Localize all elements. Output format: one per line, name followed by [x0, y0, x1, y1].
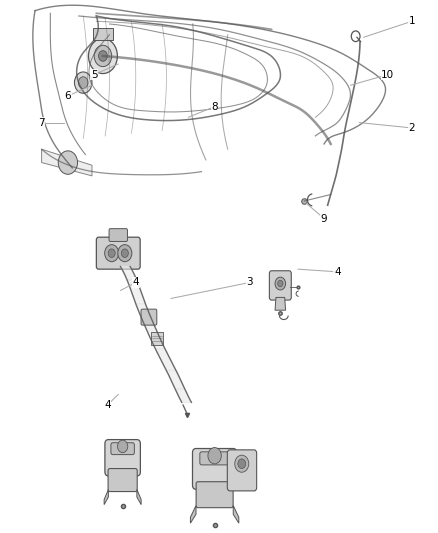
FancyBboxPatch shape [96, 237, 140, 269]
Polygon shape [120, 266, 137, 280]
FancyBboxPatch shape [105, 440, 140, 476]
Text: 2: 2 [408, 123, 415, 133]
Circle shape [118, 245, 132, 262]
Circle shape [88, 38, 117, 74]
Circle shape [99, 51, 107, 61]
Circle shape [58, 151, 78, 174]
Text: 6: 6 [64, 91, 71, 101]
FancyBboxPatch shape [193, 449, 237, 489]
Polygon shape [104, 489, 109, 505]
Circle shape [208, 448, 221, 464]
Text: 7: 7 [38, 118, 45, 127]
Circle shape [278, 280, 283, 287]
FancyBboxPatch shape [200, 452, 230, 465]
Circle shape [78, 77, 88, 88]
Text: 10: 10 [381, 70, 394, 79]
FancyBboxPatch shape [196, 482, 233, 507]
Text: 3: 3 [246, 278, 253, 287]
Circle shape [235, 455, 249, 472]
Circle shape [105, 245, 119, 262]
Circle shape [108, 249, 115, 257]
FancyBboxPatch shape [109, 229, 127, 241]
Bar [151, 332, 163, 345]
Polygon shape [127, 280, 145, 304]
Circle shape [94, 45, 112, 67]
FancyBboxPatch shape [108, 469, 137, 491]
Bar [93, 28, 113, 40]
Circle shape [74, 72, 92, 93]
Text: 9: 9 [321, 214, 328, 223]
Text: 4: 4 [132, 278, 139, 287]
Polygon shape [145, 325, 165, 349]
Text: 5: 5 [91, 70, 98, 79]
Polygon shape [42, 149, 92, 176]
Polygon shape [166, 370, 185, 389]
Polygon shape [191, 505, 196, 523]
Circle shape [117, 440, 128, 453]
Text: 4: 4 [334, 267, 341, 277]
FancyBboxPatch shape [227, 450, 257, 491]
Polygon shape [155, 349, 176, 370]
Polygon shape [137, 489, 141, 505]
Text: 1: 1 [408, 17, 415, 26]
FancyBboxPatch shape [141, 309, 157, 325]
Text: 8: 8 [211, 102, 218, 111]
Text: 4: 4 [104, 400, 111, 410]
Circle shape [238, 459, 246, 469]
Polygon shape [175, 389, 191, 402]
Polygon shape [233, 505, 239, 523]
Circle shape [275, 277, 286, 290]
FancyBboxPatch shape [111, 443, 134, 455]
Polygon shape [136, 304, 154, 325]
Polygon shape [275, 297, 286, 310]
Circle shape [121, 249, 128, 257]
FancyBboxPatch shape [269, 271, 291, 300]
